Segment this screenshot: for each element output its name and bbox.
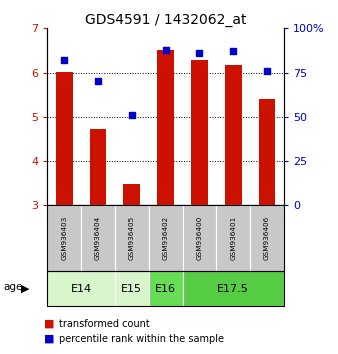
Bar xyxy=(157,50,174,205)
Text: ■: ■ xyxy=(44,334,54,344)
Text: transformed count: transformed count xyxy=(59,319,150,329)
Bar xyxy=(123,184,140,205)
Point xyxy=(197,50,202,56)
Point xyxy=(95,79,101,84)
Bar xyxy=(259,99,275,205)
Point xyxy=(163,47,168,52)
Text: percentile rank within the sample: percentile rank within the sample xyxy=(59,334,224,344)
Text: E14: E14 xyxy=(71,284,92,293)
Text: GSM936404: GSM936404 xyxy=(95,216,101,260)
Point xyxy=(129,112,135,118)
Bar xyxy=(191,60,208,205)
Text: E16: E16 xyxy=(155,284,176,293)
Point xyxy=(62,57,67,63)
Text: GSM936402: GSM936402 xyxy=(163,216,169,260)
Text: GSM936406: GSM936406 xyxy=(264,216,270,260)
Text: GSM936400: GSM936400 xyxy=(196,216,202,260)
Bar xyxy=(225,65,242,205)
Text: ■: ■ xyxy=(44,319,54,329)
Point xyxy=(264,68,270,74)
Text: GSM936403: GSM936403 xyxy=(61,216,67,260)
Point xyxy=(231,48,236,54)
Text: GSM936401: GSM936401 xyxy=(230,216,236,260)
Text: E15: E15 xyxy=(121,284,142,293)
Title: GDS4591 / 1432062_at: GDS4591 / 1432062_at xyxy=(85,13,246,27)
Bar xyxy=(90,129,106,205)
Text: GSM936405: GSM936405 xyxy=(129,216,135,260)
Text: age: age xyxy=(3,282,23,292)
Text: ▶: ▶ xyxy=(21,284,30,293)
Text: E17.5: E17.5 xyxy=(217,284,249,293)
Bar xyxy=(56,72,73,205)
